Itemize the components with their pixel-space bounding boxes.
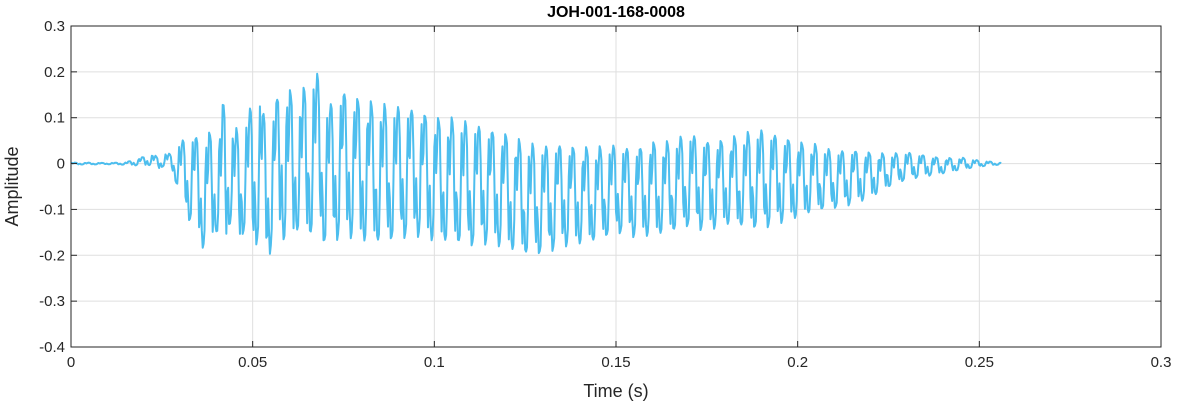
x-tick-label: 0.2 [787, 354, 808, 371]
y-tick-label: 0.2 [44, 64, 65, 81]
y-tick-label: -0.1 [39, 201, 65, 218]
y-tick-label: -0.4 [39, 339, 65, 356]
waveform-series [70, 72, 1002, 255]
waveform-line [70, 72, 1002, 255]
y-tick-label: 0 [57, 156, 65, 173]
y-ticks: -0.4 -0.3 -0.2 -0.1 0 0.1 0.2 0.3 [39, 18, 1161, 356]
y-tick-label: -0.2 [39, 247, 65, 264]
x-tick-label: 0.25 [965, 354, 994, 371]
y-tick-label: -0.3 [39, 293, 65, 310]
y-tick-label: 0.1 [44, 110, 65, 127]
x-tick-label: 0.3 [1151, 354, 1172, 371]
chart-title: JOH-001-168-0008 [547, 4, 685, 21]
y-tick-label: 0.3 [44, 18, 65, 35]
x-tick-label: 0.05 [238, 354, 267, 371]
x-tick-label: 0.1 [424, 354, 445, 371]
x-ticks: 0 0.05 0.1 0.15 0.2 0.25 0.3 [67, 26, 1172, 371]
y-axis-label: Amplitude [2, 146, 22, 226]
x-tick-label: 0 [67, 354, 75, 371]
x-axis-label: Time (s) [583, 381, 648, 401]
x-tick-label: 0.15 [601, 354, 630, 371]
